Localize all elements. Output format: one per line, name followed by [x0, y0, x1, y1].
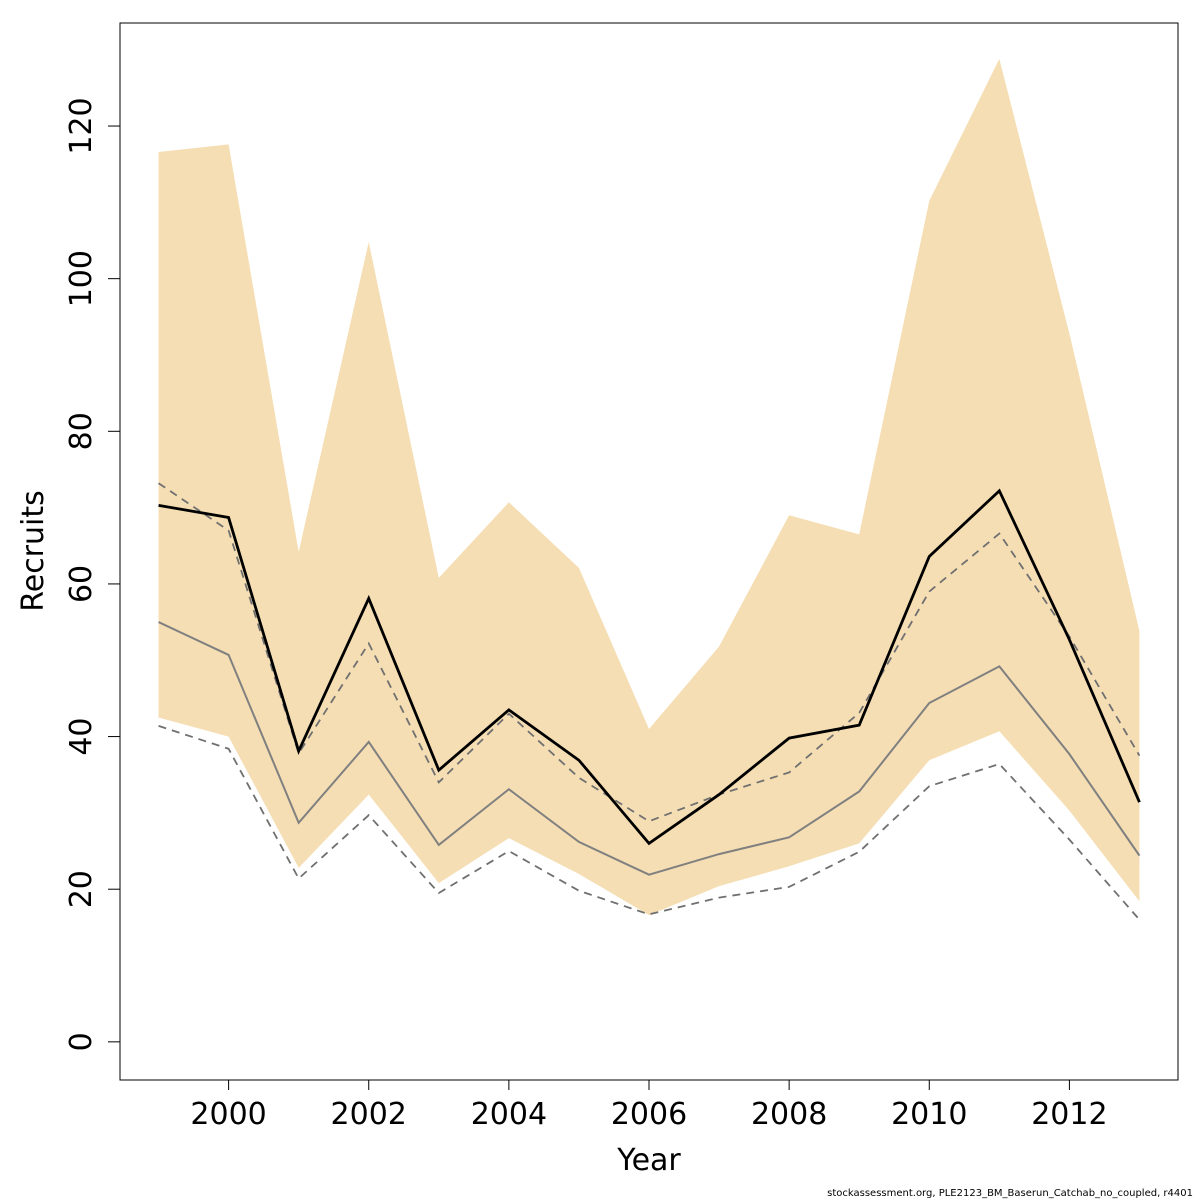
x-axis: 2000 2002 2004 2006 2008 2010 2012: [190, 1080, 1108, 1132]
y-tick-label: 80: [64, 412, 99, 450]
x-tick-label: 2002: [331, 1097, 407, 1132]
series-line-dashed-upper: [158, 482, 1141, 823]
y-axis: 0 20 40 60 80 100 120: [64, 97, 120, 1051]
x-tick-label: 2000: [190, 1097, 266, 1132]
x-tick-label: 2004: [471, 1097, 547, 1132]
series-line-black: [158, 488, 1141, 846]
x-tick-label: 2010: [891, 1097, 967, 1132]
series-line-dashed-lower: [158, 725, 1141, 921]
x-tick-label: 2008: [751, 1097, 827, 1132]
x-tick-label: 2006: [611, 1097, 687, 1132]
confidence-band: [158, 58, 1140, 916]
y-tick-label: 0: [64, 1032, 99, 1051]
y-tick-label: 40: [64, 717, 99, 755]
x-axis-title: Year: [616, 1143, 681, 1178]
confidence-band-layer: [158, 58, 1140, 916]
series-line-grey: [158, 621, 1141, 876]
y-tick-label: 120: [64, 97, 99, 154]
y-axis-title: Recruits: [16, 490, 51, 612]
x-tick-label: 2012: [1031, 1097, 1107, 1132]
y-tick-label: 60: [64, 565, 99, 603]
y-tick-label: 20: [64, 870, 99, 908]
series-layer: [158, 482, 1141, 921]
y-tick-label: 100: [64, 250, 99, 307]
footnote-annotation: stockassessment.org, PLE2123_BM_Baserun_…: [827, 1188, 1193, 1199]
